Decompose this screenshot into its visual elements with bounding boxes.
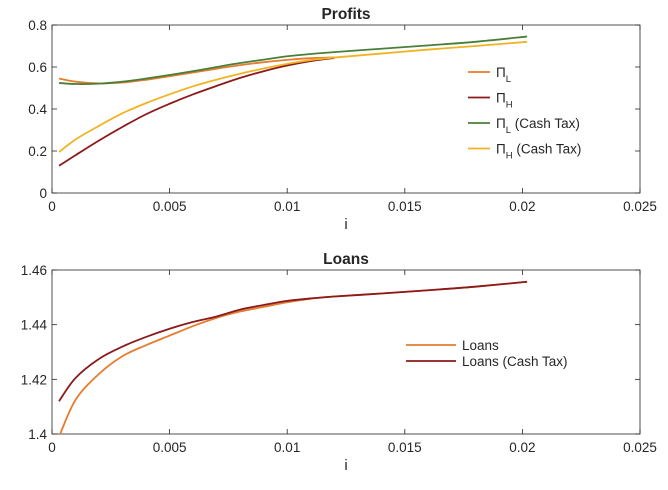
legend-symbol: Π [496,65,506,80]
x-axis-label: i [344,216,347,233]
legend-label: Loans [462,338,499,353]
x-axis-label: i [344,457,347,474]
loans-chart: 0 0.005 0.01 0.015 0.02 0.025 1.4 1.42 1.44 1.46 L… [21,251,657,474]
y-tick-label: 1.42 [21,372,47,387]
x-tick-label: 0.005 [153,199,187,214]
chart-title: Profits [321,6,370,23]
legend-suffix: (Cash Tax) [511,116,580,131]
legend-subscript: H [506,100,513,111]
x-tick-label: 0.025 [623,440,657,455]
legend-symbol: Π [496,116,506,131]
legend-subscript: L [506,125,511,136]
series-line-l-cash-tax [59,35,528,85]
y-tick-label: 0.8 [28,18,47,33]
x-tick-label: 0.01 [274,199,300,214]
y-tick-label: 1.44 [21,318,48,333]
x-tick-label: 0.02 [509,440,535,455]
y-tick-label: 0.2 [28,144,47,159]
legend-suffix: (Cash Tax) [513,142,582,157]
series-line-h [58,57,335,167]
y-tick-label: 0 [39,186,47,201]
series-line-h-cash-tax [58,40,528,153]
x-tick-label: 0.015 [388,440,422,455]
legend-subscript: L [506,74,511,85]
x-tick-label: 0.005 [153,440,187,455]
profits-chart: 0 0.005 0.01 0.015 0.02 0.025 0 0.2 0.4 0.6 0.8 Pro… [28,6,657,233]
y-tick-label: 1.46 [21,263,47,278]
legend-symbol: Loans [462,338,499,353]
x-tick-label: 0.025 [623,199,657,214]
x-tick-label: 0 [48,199,56,214]
legend-label: Loans (Cash Tax) [462,354,568,369]
legend-subscript: H [506,151,513,162]
legend-symbol: Π [496,142,506,157]
x-tick-label: 0.015 [388,199,422,214]
legend-label: ΠL (Cash Tax) [496,116,580,136]
y-tick-label: 0.6 [28,60,47,75]
y-tick-label: 0.4 [28,102,47,117]
legend-label: ΠL [496,65,511,85]
chart-title: Loans [323,251,369,268]
series-line-loans-cash-tax [58,280,528,402]
legend-symbol: Π [496,91,506,106]
y-tick-label: 1.4 [28,427,47,442]
x-tick-label: 0.02 [509,199,535,214]
plot-area [51,269,641,435]
legend-label: ΠH (Cash Tax) [496,142,581,162]
legend-label: ΠH [496,91,513,111]
plot-area [51,24,641,194]
x-tick-label: 0.01 [274,440,300,455]
legend-symbol: Loans (Cash Tax) [462,354,568,369]
x-tick-label: 0 [48,440,56,455]
